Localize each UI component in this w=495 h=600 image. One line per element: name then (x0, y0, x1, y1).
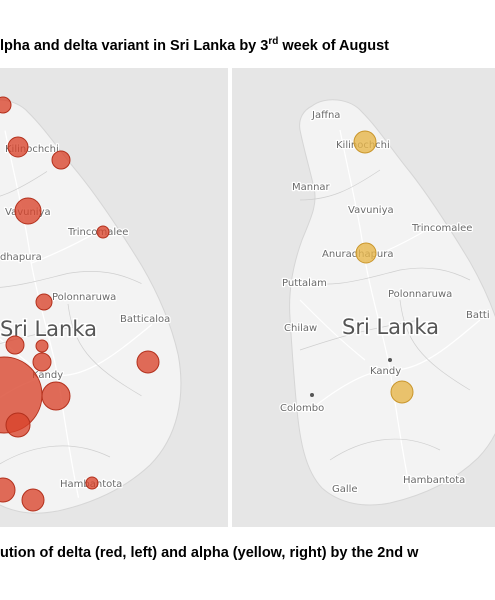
bubble (35, 293, 53, 311)
title-text: week of August (278, 38, 389, 54)
bubble (390, 380, 414, 404)
city-dot (388, 358, 392, 362)
place-label: dhapura (0, 252, 42, 263)
map-right: Jaffna Kilinochchi Mannar Vavuniya Trinc… (232, 68, 495, 527)
place-label: Trincomalee (411, 223, 472, 234)
bubble (21, 488, 45, 512)
map-left: Kilinochchi Vavuniya Trincomalee dhapura… (0, 68, 228, 527)
bubble (355, 242, 377, 264)
place-label: Kandy (32, 370, 63, 381)
bubble (85, 476, 99, 490)
title-superscript: rd (268, 36, 278, 47)
place-label: Batticaloa (120, 314, 170, 325)
place-label: Polonnaruwa (388, 289, 452, 300)
bubble (96, 225, 110, 239)
title: lpha and delta variant in Sri Lanka by 3… (0, 36, 389, 54)
bubble (0, 477, 16, 503)
bubble (5, 412, 31, 438)
place-label: Hambantota (403, 475, 465, 486)
city-dot (310, 393, 314, 397)
bubble (5, 335, 25, 355)
bubble (14, 197, 42, 225)
place-label: Chilaw (284, 323, 317, 334)
place-label: Puttalam (282, 278, 327, 289)
title-text: lpha and delta variant in Sri Lanka by 3 (0, 38, 268, 54)
bubble (35, 339, 49, 353)
bubble (41, 381, 71, 411)
place-label: Galle (332, 484, 358, 495)
place-label: Jaffna (311, 110, 340, 121)
place-label: Mannar (292, 182, 331, 193)
place-label: Polonnaruwa (52, 292, 116, 303)
bubble (7, 136, 29, 158)
country-label: Sri Lanka (342, 315, 439, 339)
place-label: Kandy (370, 366, 401, 377)
bubble (32, 352, 52, 372)
place-label: Batti (466, 310, 490, 321)
bubble (0, 96, 12, 114)
caption: ution of delta (red, left) and alpha (ye… (0, 545, 419, 561)
place-label: Colombo (280, 403, 324, 414)
bubble (51, 150, 71, 170)
bubble (353, 130, 377, 154)
bubble (136, 350, 160, 374)
place-label: Vavuniya (348, 205, 394, 216)
alpha-bubbles (353, 130, 414, 404)
delta-bubbles (0, 96, 160, 512)
